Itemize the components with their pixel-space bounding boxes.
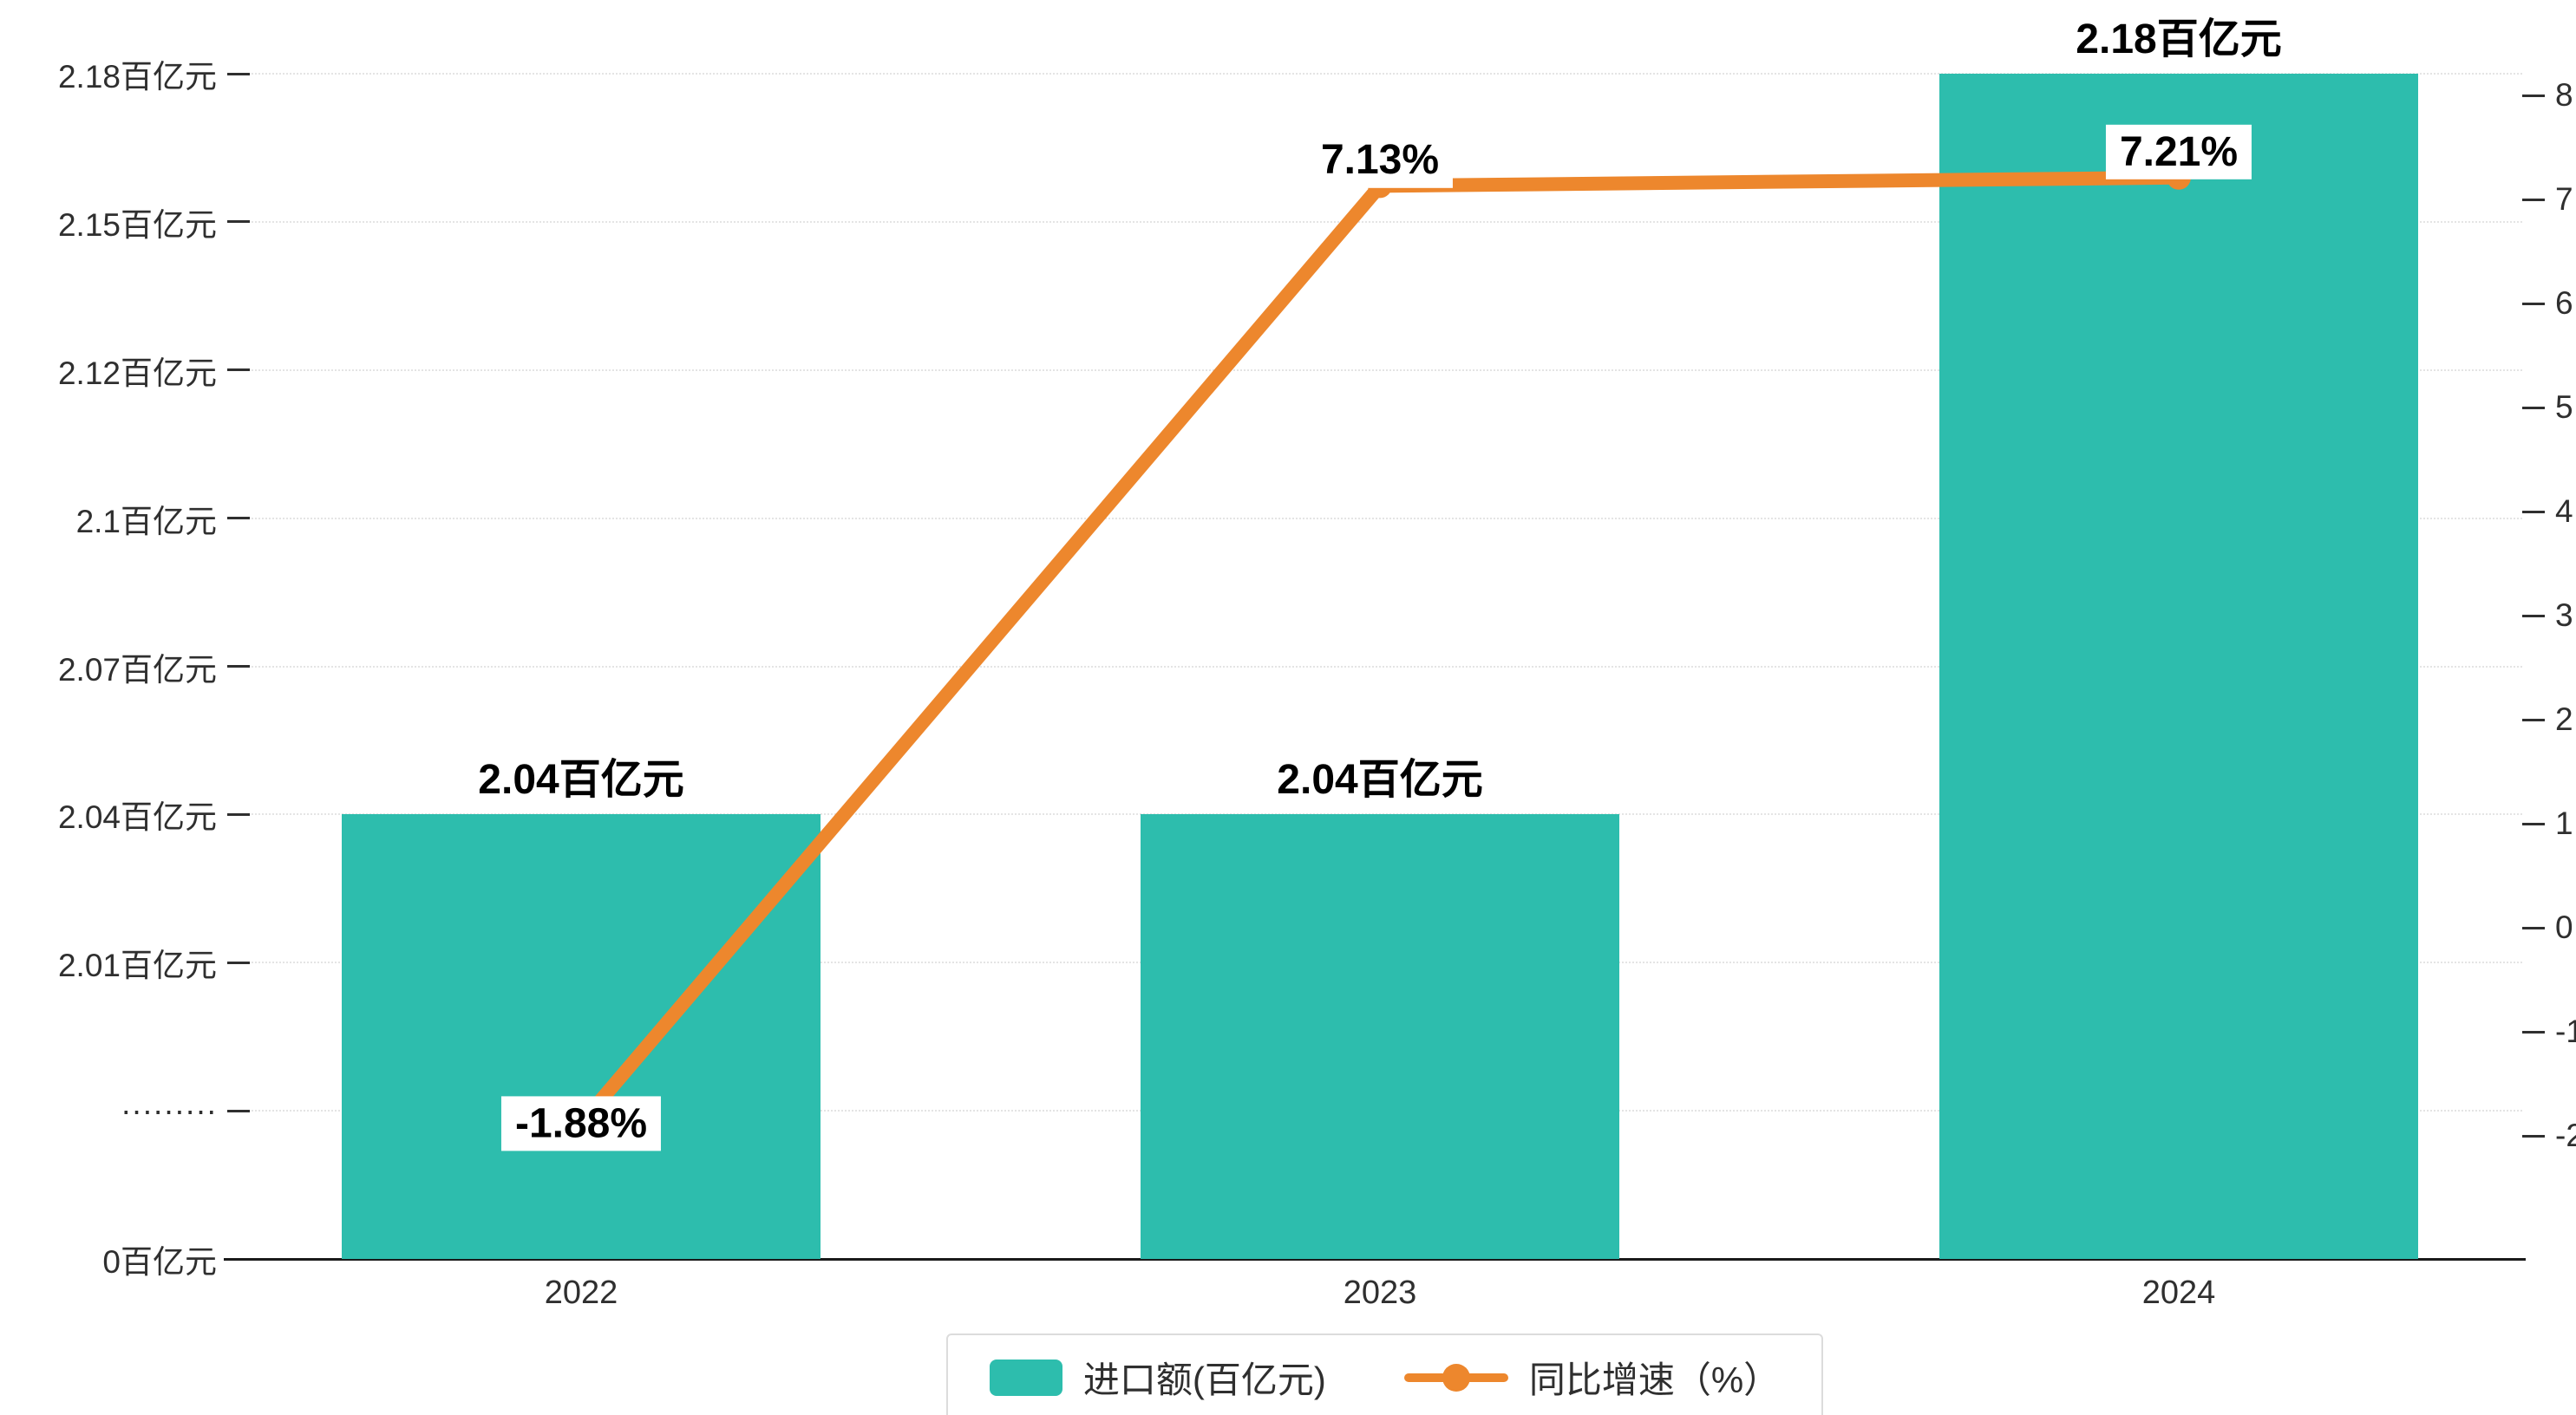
left-axis-break-marker: ········· xyxy=(121,1092,217,1129)
left-axis-tick-label: 2.01百亿元 xyxy=(57,948,217,984)
legend-item-import-value[interactable]: 进口额(百亿元) xyxy=(989,1351,1326,1404)
left-axis-tick-mark xyxy=(227,517,250,520)
x-axis-label-2022: 2022 xyxy=(544,1275,618,1311)
left-axis-tick-label: 2.07百亿元 xyxy=(57,651,217,688)
legend: 进口额(百亿元) 同比增速（%） xyxy=(945,1333,1824,1415)
left-axis-tick-label: 0百亿元 xyxy=(102,1244,217,1280)
right-axis-tick-label: 0 xyxy=(2555,910,2573,945)
bar-value-label-2022: 2.04百亿元 xyxy=(464,753,698,808)
left-axis-tick-mark xyxy=(227,368,250,372)
legend-label-import-value: 进口额(百亿元) xyxy=(1082,1360,1326,1400)
line-legend-dot-icon xyxy=(1442,1363,1470,1392)
line-legend-swatch xyxy=(1403,1363,1508,1392)
left-axis-tick-label: 2.1百亿元 xyxy=(75,503,217,539)
line-value-label-2024: 7.21% xyxy=(2105,124,2252,179)
bar-value-label-2023: 2.04百亿元 xyxy=(1263,753,1497,808)
right-axis-tick-mark xyxy=(2522,1134,2545,1138)
x-axis-label-2024: 2024 xyxy=(2141,1275,2216,1311)
right-axis-tick-mark xyxy=(2522,510,2545,513)
bar-2024 xyxy=(1939,74,2418,1259)
right-axis-tick-mark xyxy=(2522,718,2545,721)
bar-value-label-2024: 2.18百亿元 xyxy=(2062,11,2296,67)
line-value-label-2023: 7.13% xyxy=(1306,133,1454,188)
right-axis-tick-mark xyxy=(2522,406,2545,409)
right-axis-tick-label: -2 xyxy=(2555,1118,2576,1153)
left-axis-tick-mark xyxy=(227,812,250,816)
line-value-label-2022: -1.88% xyxy=(500,1096,662,1151)
gridline xyxy=(247,73,2522,75)
left-axis-tick-mark xyxy=(227,220,250,224)
left-axis-tick-mark xyxy=(227,961,250,964)
right-axis-tick-label: 8 xyxy=(2555,77,2573,113)
right-axis-tick-label: -1 xyxy=(2555,1014,2576,1049)
right-axis-tick-mark xyxy=(2522,822,2545,825)
left-axis-tick-label: 2.12百亿元 xyxy=(57,355,217,391)
right-axis-tick-label: 6 xyxy=(2555,285,2573,321)
legend-item-growth-rate[interactable]: 同比增速（%） xyxy=(1403,1351,1781,1404)
right-axis-tick-mark xyxy=(2522,1030,2545,1034)
left-axis-tick-label: 2.18百亿元 xyxy=(57,59,217,95)
bar-legend-swatch xyxy=(989,1359,1062,1396)
bar-2022 xyxy=(342,814,821,1259)
left-axis-tick-mark xyxy=(227,665,250,668)
x-axis-label-2023: 2023 xyxy=(1343,1275,1417,1311)
bar-2023 xyxy=(1141,814,1619,1259)
right-axis-tick-mark xyxy=(2522,614,2545,617)
legend-label-growth-rate: 同比增速（%） xyxy=(1528,1360,1781,1400)
right-axis-tick-mark xyxy=(2522,926,2545,929)
left-axis-tick-mark xyxy=(227,1109,250,1112)
legend-row: 进口额(百亿元) 同比增速（%） xyxy=(247,1333,2522,1415)
right-axis-tick-label: 2 xyxy=(2555,701,2573,737)
right-axis-tick-label: 3 xyxy=(2555,597,2573,633)
left-axis-tick-label: 2.15百亿元 xyxy=(57,206,217,243)
right-axis-tick-label: 7 xyxy=(2555,181,2573,217)
x-axis-line xyxy=(224,1258,2526,1261)
right-axis-tick-mark xyxy=(2522,198,2545,201)
right-axis-tick-label: 4 xyxy=(2555,493,2573,529)
left-axis-tick-mark xyxy=(227,72,250,75)
right-axis-tick-label: 5 xyxy=(2555,389,2573,425)
right-axis-tick-label: 1 xyxy=(2555,805,2573,841)
right-axis-tick-mark xyxy=(2522,94,2545,97)
left-axis-tick-label: 2.04百亿元 xyxy=(57,799,217,836)
right-axis-tick-mark xyxy=(2522,302,2545,305)
